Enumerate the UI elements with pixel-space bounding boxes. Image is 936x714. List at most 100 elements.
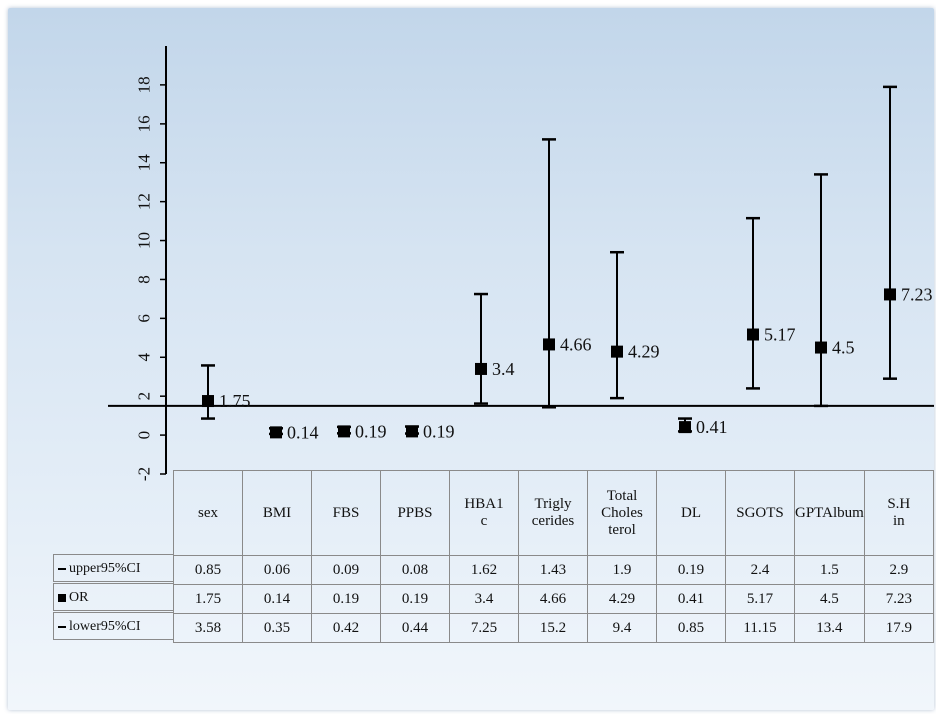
or-point [611, 345, 623, 358]
table-header-cell: GPTAlbum [794, 470, 865, 556]
error-bar-8: 5.17 [746, 216, 796, 390]
table-cell: 1.9 [587, 555, 657, 585]
table-header-cell: S.H in [863, 470, 934, 556]
y-tick-label: -2 [135, 467, 154, 481]
error-bar-5: 4.66 [542, 138, 592, 409]
table-cell: 0.08 [380, 555, 450, 585]
table-cell: 0.85 [656, 613, 726, 643]
legend-label-text: OR [69, 590, 89, 605]
table-header-cell: SGOTS [725, 470, 795, 556]
table-header-cell: DL [656, 470, 726, 556]
table-cell: 4.29 [587, 584, 657, 614]
table-cell: 17.9 [863, 613, 934, 643]
or-data-label: 0.41 [696, 417, 728, 437]
table-row: 3.58 0.35 0.42 0.44 7.25 15.2 9.4 0.85 11.15 13.4… [173, 613, 934, 643]
table-cell: 1.62 [449, 555, 519, 585]
table-cell: 7.23 [863, 584, 934, 614]
or-point [202, 395, 214, 408]
table-cell: 1.75 [173, 584, 243, 614]
or-point [543, 338, 555, 351]
table-cell: 2.4 [725, 555, 795, 585]
legend-label-text: upper95%CI [69, 561, 141, 576]
table-header-cell: FBS [311, 470, 381, 556]
legend-row-label: OR [53, 583, 173, 611]
or-point [475, 362, 487, 375]
table-header-cell: sex [173, 470, 243, 556]
table-header-cell: PPBS [380, 470, 450, 556]
legend-row-label: upper95%CI [53, 554, 173, 582]
table-cell: 0.44 [380, 613, 450, 643]
table-cell: 1.5 [794, 555, 865, 585]
or-data-label: 3.4 [492, 359, 515, 379]
y-tick-label: 2 [135, 392, 154, 401]
y-tick-label: 14 [135, 154, 154, 172]
or-data-label: 5.17 [764, 325, 796, 345]
or-point [884, 288, 896, 301]
table-cell: 0.19 [656, 555, 726, 585]
error-bar-1: 0.14 [269, 422, 319, 442]
table-row: 1.75 0.14 0.19 0.19 3.4 4.66 4.29 0.41 5.17 4.5 7.… [173, 584, 934, 614]
table-cell: 9.4 [587, 613, 657, 643]
or-data-label: 4.5 [832, 338, 855, 358]
table-cell: 0.19 [380, 584, 450, 614]
table-cell: 3.58 [173, 613, 243, 643]
or-data-label: 0.14 [287, 422, 319, 442]
table-cell: 0.85 [173, 555, 243, 585]
error-bar-0: 1.75 [201, 364, 251, 420]
data-table: sex BMI FBS PPBS HBA1 c Trigly cerides Total C… [173, 470, 934, 643]
or-data-label: 4.66 [560, 334, 592, 354]
table-cell: 4.66 [518, 584, 588, 614]
error-bar-9: 4.5 [814, 173, 855, 408]
marks-group: 1.75 0.14 0.19 0.19 3.4 4.66 4.29 0.41 5.17 4.5 7.… [201, 85, 933, 442]
or-point [406, 425, 418, 438]
table-cell: 13.4 [794, 613, 865, 643]
or-data-label: 1.75 [219, 391, 251, 411]
y-axis: -2 0 2 4 6 8 10 12 14 16 18 [135, 46, 167, 481]
table-cell: 0.09 [311, 555, 381, 585]
legend-label-text: lower95%CI [69, 619, 141, 634]
chart-svg: -2 0 2 4 6 8 10 12 14 16 18 1.75 0.14 0.19 0.19 3.4 4.6… [108, 46, 934, 481]
table-header-cell: Trigly cerides [518, 470, 588, 556]
y-tick-label: 8 [135, 275, 154, 284]
error-bar-2: 0.19 [337, 421, 387, 441]
table-header-cell: HBA1 c [449, 470, 519, 556]
or-point [815, 341, 827, 354]
or-data-label: 0.19 [355, 421, 387, 441]
or-data-label: 7.23 [901, 284, 933, 304]
or-point [270, 426, 282, 439]
or-data-label: 4.29 [628, 342, 660, 362]
or-point [679, 421, 691, 434]
legend-dash-key [58, 625, 66, 628]
legend-row-label: lower95%CI [53, 612, 173, 640]
error-bar-6: 4.29 [610, 250, 660, 400]
error-bar-7: 0.41 [678, 417, 728, 437]
table-cell: 7.25 [449, 613, 519, 643]
or-point [338, 425, 350, 438]
error-bar-10: 7.23 [883, 85, 933, 380]
table-row: 0.85 0.06 0.09 0.08 1.62 1.43 1.9 0.19 2.4 1.5 2.9 [173, 555, 934, 585]
table-header-cell: Total Choles terol [587, 470, 657, 556]
table-header-row: sex BMI FBS PPBS HBA1 c Trigly cerides Total C… [173, 470, 934, 556]
error-bar-3: 0.19 [405, 421, 455, 441]
table-cell: 0.14 [242, 584, 312, 614]
table-cell: 4.5 [794, 584, 865, 614]
chart-frame: -2 0 2 4 6 8 10 12 14 16 18 1.75 0.14 0.19 0.19 3.4 4.6… [8, 8, 934, 710]
table-cell: 5.17 [725, 584, 795, 614]
table-cell: 15.2 [518, 613, 588, 643]
table-cell: 0.19 [311, 584, 381, 614]
y-tick-label: 0 [135, 431, 154, 440]
table-cell: 0.06 [242, 555, 312, 585]
y-tick-label: 10 [135, 232, 154, 249]
y-tick-label: 16 [135, 115, 154, 132]
y-tick-label: 12 [135, 193, 154, 210]
table-cell: 0.42 [311, 613, 381, 643]
legend-square-key [58, 593, 66, 602]
table-cell: 11.15 [725, 613, 795, 643]
error-bar-4: 3.4 [474, 292, 515, 405]
table-cell: 0.41 [656, 584, 726, 614]
table-cell: 3.4 [449, 584, 519, 614]
table-cell: 0.35 [242, 613, 312, 643]
or-data-label: 0.19 [423, 421, 455, 441]
y-tick-label: 4 [135, 353, 154, 362]
y-tick-label: 18 [135, 76, 154, 93]
